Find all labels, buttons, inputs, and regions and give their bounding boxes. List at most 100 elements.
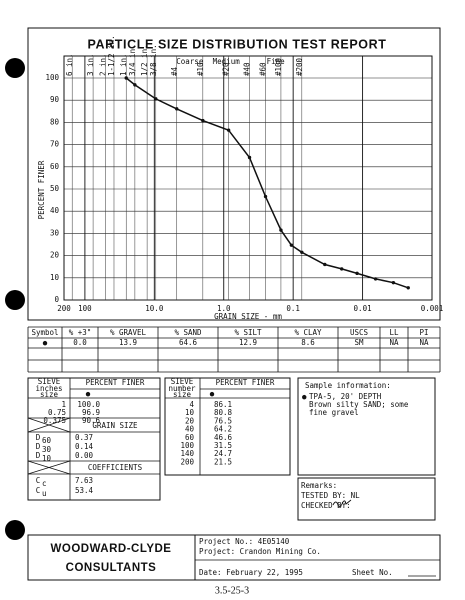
project-number: Project No.: 4E05140 <box>199 537 290 546</box>
data-point <box>323 262 327 267</box>
data-point <box>175 107 179 111</box>
sieve-label: #10 <box>196 62 205 76</box>
table-cell: 100 <box>180 441 194 450</box>
sieve-label: 1 in. <box>119 53 128 76</box>
table-cell: 20 <box>185 416 195 425</box>
signature <box>332 499 352 507</box>
symbol: C <box>36 476 41 485</box>
symbol: D <box>36 442 41 451</box>
table-cell: 0.0 <box>73 338 87 347</box>
sample-line: fine gravel <box>309 408 359 417</box>
table-cell: NA <box>389 338 399 347</box>
data-point <box>373 277 378 281</box>
table-subheader: inches <box>35 384 62 393</box>
table-cell: 24.7 <box>214 449 232 458</box>
project-date: Date: February 22, 1995 <box>199 568 303 577</box>
table-box <box>164 377 291 476</box>
table-header: SIEVE <box>38 377 61 386</box>
table-cell: 86.1 <box>214 400 232 409</box>
table-cell: 140 <box>180 449 194 458</box>
table-cell: 10 <box>185 408 195 417</box>
punch-hole <box>5 58 25 78</box>
y-tick-label: 40 <box>50 206 60 215</box>
gradation-curve <box>125 77 409 289</box>
table-cell: 0.375 <box>43 416 66 425</box>
x-tick-label: 1.0 <box>217 304 231 313</box>
symbol-sub: 60 <box>42 436 52 445</box>
table-cell: 0.37 <box>75 433 93 442</box>
symbol: C <box>36 486 41 495</box>
plot-frame <box>63 55 433 301</box>
x-tick-label: 0.01 <box>354 304 372 313</box>
table-cell: 64.2 <box>214 425 232 434</box>
cross-cell <box>27 417 71 433</box>
y-tick-label: 0 <box>54 295 59 304</box>
y-tick-label: 70 <box>50 140 60 149</box>
table-cell: SM <box>354 338 364 347</box>
chart-title: PARTICLE SIZE DISTRIBUTION TEST REPORT <box>88 37 387 51</box>
data-point <box>247 155 252 160</box>
sample-title: Sample information: <box>305 381 391 390</box>
sample-line: Brown silty SAND; some <box>309 400 409 409</box>
data-point <box>355 271 359 276</box>
remarks-title: Remarks: <box>301 481 337 490</box>
table-symbol: ● <box>210 389 215 398</box>
sand-range-label: Coarse <box>176 57 204 66</box>
table-cell: 80.8 <box>214 408 233 417</box>
table-cell: 46.6 <box>214 433 233 442</box>
table-header: % SILT <box>234 328 262 337</box>
company-name: WOODWARD-CLYDE <box>51 543 172 555</box>
y-tick-label: 60 <box>50 162 60 171</box>
y-tick-label: 50 <box>50 184 60 193</box>
table-cell: 31.5 <box>214 441 232 450</box>
table-cell: 96.9 <box>82 408 100 417</box>
punch-hole <box>5 520 25 540</box>
table-cell: 60 <box>185 433 195 442</box>
x-tick-label: 0.001 <box>421 304 444 313</box>
table-cell: 7.63 <box>75 476 93 485</box>
table-header: LL <box>389 328 399 337</box>
sieve-label: 1/2 in. <box>140 44 149 76</box>
sand-range-label: Fine <box>267 57 286 66</box>
table-cell: 40 <box>185 425 195 434</box>
table-cell: 8.6 <box>301 338 315 347</box>
sieve-label: 1-1/2 in. <box>107 35 116 76</box>
cross-cell <box>27 460 71 475</box>
y-tick-label: 90 <box>50 95 60 104</box>
symbol-sub: 30 <box>42 445 52 454</box>
table-cell: 0.00 <box>75 451 94 460</box>
data-point <box>226 128 231 132</box>
table-cell: 1 <box>61 400 66 409</box>
table-subheader: size <box>173 390 192 399</box>
symbol-sub: c <box>42 479 47 488</box>
table-subheader: size <box>40 390 59 399</box>
data-point <box>154 97 158 101</box>
table-header: % CLAY <box>294 328 322 337</box>
table-header: GRAIN SIZE <box>92 421 138 430</box>
sample-symbol: ● <box>302 392 307 401</box>
table-box <box>27 377 161 501</box>
data-point <box>279 228 283 232</box>
table-header: PERCENT FINER <box>216 378 275 387</box>
remarks-line: CHECKED BY: <box>301 501 351 510</box>
sheet-number: Sheet No. <box>352 568 393 577</box>
punch-hole <box>5 290 25 310</box>
table-header: Symbol <box>31 328 58 337</box>
sieve-label: #4 <box>170 66 179 76</box>
x-tick-label: 200 <box>57 304 71 313</box>
company-name: CONSULTANTS <box>66 562 157 574</box>
table-header: % +3" <box>69 328 92 337</box>
symbol-sub: 10 <box>42 454 52 463</box>
table-header: USCS <box>350 328 369 337</box>
sample-line: TPA-5, 20' DEPTH <box>309 392 382 401</box>
sand-range-label: Medium <box>213 57 241 66</box>
sieve-label: 3/8 in. <box>149 44 158 76</box>
symbol-sub: u <box>42 489 47 498</box>
symbol: D <box>36 451 41 460</box>
sieve-label: #60 <box>259 62 268 76</box>
table-header: % GRAVEL <box>110 328 147 337</box>
data-point <box>391 280 396 285</box>
symbol: D <box>36 433 41 442</box>
data-point <box>339 267 344 271</box>
